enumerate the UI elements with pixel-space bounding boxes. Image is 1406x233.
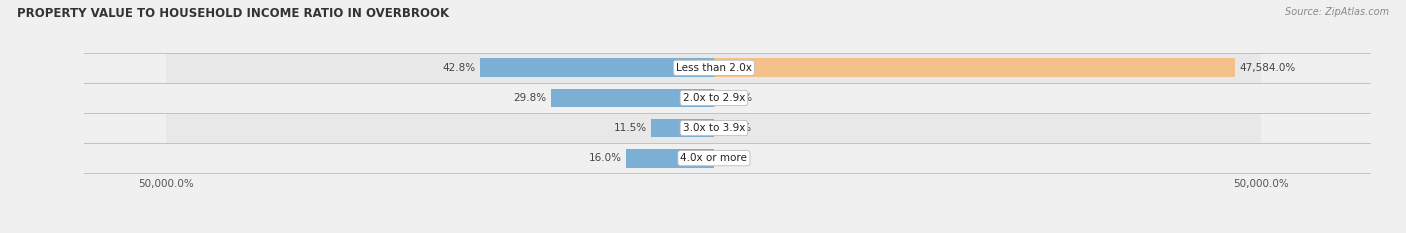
Text: 8.3%: 8.3% (718, 153, 745, 163)
Text: 47,584.0%: 47,584.0% (1239, 63, 1295, 73)
Text: Less than 2.0x: Less than 2.0x (676, 63, 752, 73)
Bar (479, 58, 714, 77)
Text: Source: ZipAtlas.com: Source: ZipAtlas.com (1285, 7, 1389, 17)
Text: 2.0x to 2.9x: 2.0x to 2.9x (683, 93, 745, 103)
Bar (551, 89, 714, 107)
Bar (166, 113, 1261, 143)
Bar (166, 53, 1261, 83)
Bar (166, 83, 1261, 113)
Bar (714, 58, 1234, 77)
Bar (626, 149, 714, 168)
Text: 16.0%: 16.0% (589, 153, 621, 163)
Bar (651, 119, 714, 137)
Text: 11.5%: 11.5% (613, 123, 647, 133)
Text: PROPERTY VALUE TO HOUSEHOLD INCOME RATIO IN OVERBROOK: PROPERTY VALUE TO HOUSEHOLD INCOME RATIO… (17, 7, 449, 20)
Text: 4.0x or more: 4.0x or more (681, 153, 748, 163)
Text: 59.8%: 59.8% (718, 93, 752, 103)
Text: 3.0x to 3.9x: 3.0x to 3.9x (683, 123, 745, 133)
Bar (166, 143, 1261, 173)
Text: 42.8%: 42.8% (441, 63, 475, 73)
Text: 29.8%: 29.8% (513, 93, 547, 103)
Text: 24.3%: 24.3% (718, 123, 752, 133)
